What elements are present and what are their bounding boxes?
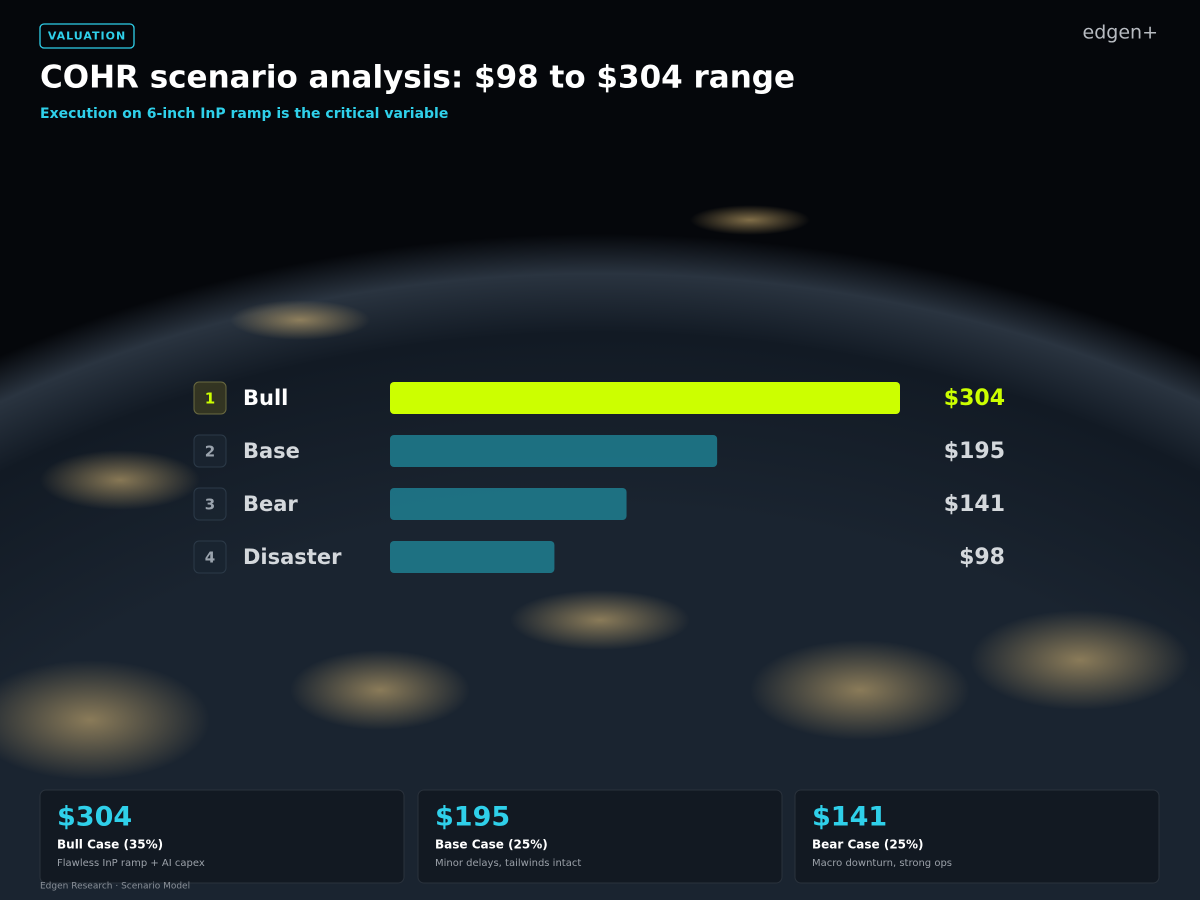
value-label: $98 (959, 545, 1005, 570)
card (417, 789, 783, 884)
category-label: Bear (243, 492, 298, 516)
card-label: Bull Case (35%) (57, 838, 163, 852)
bar (390, 382, 900, 414)
bar-chart: 1 Bull $304 2 Base $195 3 Bear $141 4 Disaster $98 (193, 381, 1005, 574)
value-label: $304 (944, 386, 1005, 411)
value-label: $141 (944, 492, 1005, 517)
card-note: Flawless InP ramp + AI capex (57, 858, 205, 869)
category-label: Base (243, 439, 300, 463)
badge: VALUATION (48, 30, 126, 43)
bar (390, 435, 718, 467)
category-label: Disaster (243, 545, 342, 569)
rank-label: 2 (205, 443, 215, 461)
category-label: Bull (243, 386, 288, 410)
card-label: Bear Case (25%) (812, 838, 924, 852)
card-value: $141 (812, 802, 887, 833)
rank-box (193, 434, 227, 468)
rank-label: 4 (205, 549, 215, 567)
card (794, 789, 1160, 884)
rank-label: 1 (205, 390, 215, 408)
rank-box (193, 487, 227, 521)
card-note: Minor delays, tailwinds intact (435, 858, 581, 869)
logo: edgen+ (1083, 22, 1158, 44)
rank-label: 3 (205, 496, 215, 514)
chart-subtitle: Execution on 6-inch InP ramp is the crit… (40, 106, 448, 122)
card (39, 789, 405, 884)
value-label: $195 (944, 439, 1005, 464)
card-value: $304 (57, 802, 132, 833)
rank-box (193, 381, 227, 415)
card-note: Macro downturn, strong ops (812, 858, 952, 869)
cards: $304 Bull Case (35%) Flawless InP ramp + A… (39, 789, 1160, 884)
badge-frame (39, 23, 135, 49)
card-label: Base Case (25%) (435, 838, 548, 852)
rank-box (193, 540, 227, 574)
chart-title: COHR scenario analysis: $98 to $304 rang… (40, 60, 795, 96)
footer: Edgen Research · Scenario Model (40, 882, 190, 892)
bar (390, 488, 627, 520)
bar (390, 541, 555, 573)
city-lights (0, 205, 1190, 780)
card-value: $195 (435, 802, 510, 833)
